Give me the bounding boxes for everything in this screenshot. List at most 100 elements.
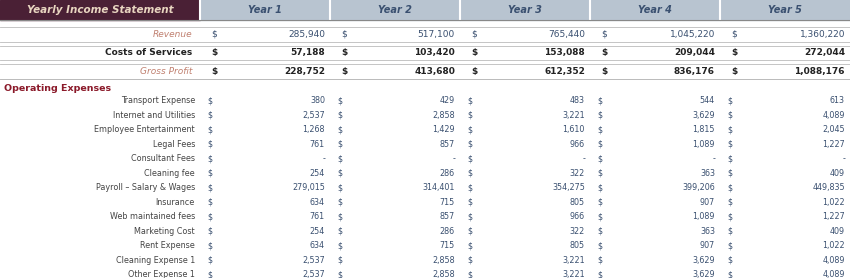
Text: 449,835: 449,835 — [813, 183, 845, 192]
Text: $: $ — [341, 48, 347, 57]
Text: 103,420: 103,420 — [414, 48, 455, 57]
Text: $: $ — [468, 96, 473, 105]
Text: 715: 715 — [439, 198, 455, 207]
Text: $: $ — [471, 48, 477, 57]
Text: $: $ — [468, 256, 473, 265]
Text: $: $ — [728, 183, 733, 192]
Text: $: $ — [731, 30, 737, 39]
Text: 1,610: 1,610 — [563, 125, 585, 134]
Text: 209,044: 209,044 — [674, 48, 715, 57]
Text: Year 5: Year 5 — [768, 5, 802, 15]
Text: 907: 907 — [700, 241, 715, 250]
Bar — [590, 0, 720, 20]
Bar — [200, 0, 330, 20]
Text: $: $ — [598, 154, 603, 163]
Text: $: $ — [337, 198, 343, 207]
Text: $: $ — [598, 256, 603, 265]
Text: 2,537: 2,537 — [303, 256, 325, 265]
Text: $: $ — [598, 212, 603, 221]
Text: $: $ — [337, 227, 343, 236]
Text: $: $ — [337, 212, 343, 221]
Text: 1,268: 1,268 — [303, 125, 325, 134]
Text: 354,275: 354,275 — [552, 183, 585, 192]
Text: 285,940: 285,940 — [288, 30, 325, 39]
Text: $: $ — [211, 48, 217, 57]
Text: $: $ — [207, 111, 212, 120]
Text: $: $ — [731, 48, 737, 57]
Text: 1,360,220: 1,360,220 — [800, 30, 845, 39]
Text: $: $ — [207, 198, 212, 207]
Text: Other Expense 1: Other Expense 1 — [128, 270, 195, 278]
Text: Employee Entertainment: Employee Entertainment — [94, 125, 195, 134]
Text: 2,537: 2,537 — [303, 111, 325, 120]
Text: Costs of Services: Costs of Services — [105, 48, 192, 57]
Text: $: $ — [207, 256, 212, 265]
Text: Yearly Income Statement: Yearly Income Statement — [26, 5, 173, 15]
Text: $: $ — [598, 169, 603, 178]
Text: 363: 363 — [700, 227, 715, 236]
Text: 1,088,176: 1,088,176 — [795, 67, 845, 76]
Text: 4,089: 4,089 — [823, 270, 845, 278]
Text: Rent Expense: Rent Expense — [140, 241, 195, 250]
Text: $: $ — [598, 140, 603, 149]
Text: 1,815: 1,815 — [693, 125, 715, 134]
Text: Marketing Cost: Marketing Cost — [134, 227, 195, 236]
Text: Insurance: Insurance — [156, 198, 195, 207]
Text: $: $ — [728, 125, 733, 134]
Text: 805: 805 — [570, 241, 585, 250]
Text: $: $ — [731, 67, 737, 76]
Text: Year 2: Year 2 — [378, 5, 412, 15]
Text: 634: 634 — [310, 198, 325, 207]
Text: $: $ — [728, 227, 733, 236]
Text: 966: 966 — [570, 140, 585, 149]
Text: -: - — [712, 154, 715, 163]
Text: $: $ — [207, 96, 212, 105]
Bar — [460, 0, 590, 20]
Text: 3,629: 3,629 — [693, 256, 715, 265]
Text: Payroll – Salary & Wages: Payroll – Salary & Wages — [96, 183, 195, 192]
Text: 634: 634 — [310, 241, 325, 250]
Text: $: $ — [207, 183, 212, 192]
Text: 153,088: 153,088 — [544, 48, 585, 57]
Text: $: $ — [207, 140, 212, 149]
Text: 857: 857 — [439, 212, 455, 221]
Text: $: $ — [337, 154, 343, 163]
Text: $: $ — [341, 67, 347, 76]
Text: $: $ — [728, 212, 733, 221]
Text: 1,022: 1,022 — [822, 198, 845, 207]
Text: $: $ — [337, 256, 343, 265]
Text: 1,429: 1,429 — [433, 125, 455, 134]
Text: $: $ — [598, 183, 603, 192]
Text: $: $ — [728, 169, 733, 178]
Text: Year 3: Year 3 — [508, 5, 542, 15]
Text: 4,089: 4,089 — [823, 111, 845, 120]
Text: $: $ — [598, 96, 603, 105]
Text: $: $ — [207, 125, 212, 134]
Text: 3,221: 3,221 — [563, 270, 585, 278]
Text: $: $ — [601, 48, 607, 57]
Text: 409: 409 — [830, 227, 845, 236]
Text: Year 1: Year 1 — [248, 5, 282, 15]
Text: $: $ — [598, 111, 603, 120]
Text: $: $ — [598, 125, 603, 134]
Text: $: $ — [468, 169, 473, 178]
Text: 612,352: 612,352 — [544, 67, 585, 76]
Text: 322: 322 — [570, 227, 585, 236]
Text: $: $ — [468, 140, 473, 149]
Text: 2,858: 2,858 — [433, 270, 455, 278]
Text: $: $ — [728, 96, 733, 105]
Text: 2,858: 2,858 — [433, 111, 455, 120]
Text: 715: 715 — [439, 241, 455, 250]
Text: 409: 409 — [830, 169, 845, 178]
Text: 805: 805 — [570, 198, 585, 207]
Text: 761: 761 — [310, 212, 325, 221]
Text: Legal Fees: Legal Fees — [153, 140, 195, 149]
Text: 1,227: 1,227 — [822, 140, 845, 149]
Text: 2,045: 2,045 — [822, 125, 845, 134]
Text: $: $ — [337, 270, 343, 278]
Text: 761: 761 — [310, 140, 325, 149]
Text: $: $ — [337, 241, 343, 250]
Text: Gross Profit: Gross Profit — [139, 67, 192, 76]
Text: $: $ — [601, 67, 607, 76]
Text: 228,752: 228,752 — [284, 67, 325, 76]
